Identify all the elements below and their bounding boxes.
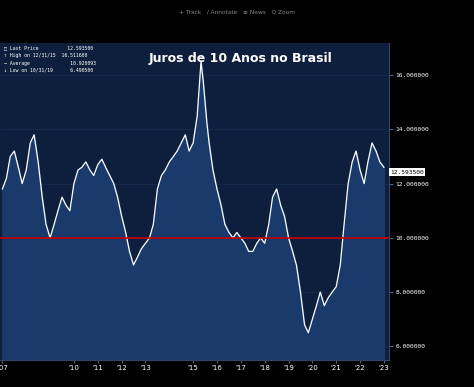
Text: □ Last Price          12.593500
↑ High on 12/31/15  16.511600
− Average         : □ Last Price 12.593500 ↑ High on 12/31/1…: [4, 46, 96, 73]
Text: Juros de 10 Anos no Brasil: Juros de 10 Anos no Brasil: [149, 52, 333, 65]
Text: + Track   / Annotate   ≡ News   Q Zoom: + Track / Annotate ≡ News Q Zoom: [179, 10, 295, 15]
Text: 12.593500: 12.593500: [390, 170, 424, 175]
